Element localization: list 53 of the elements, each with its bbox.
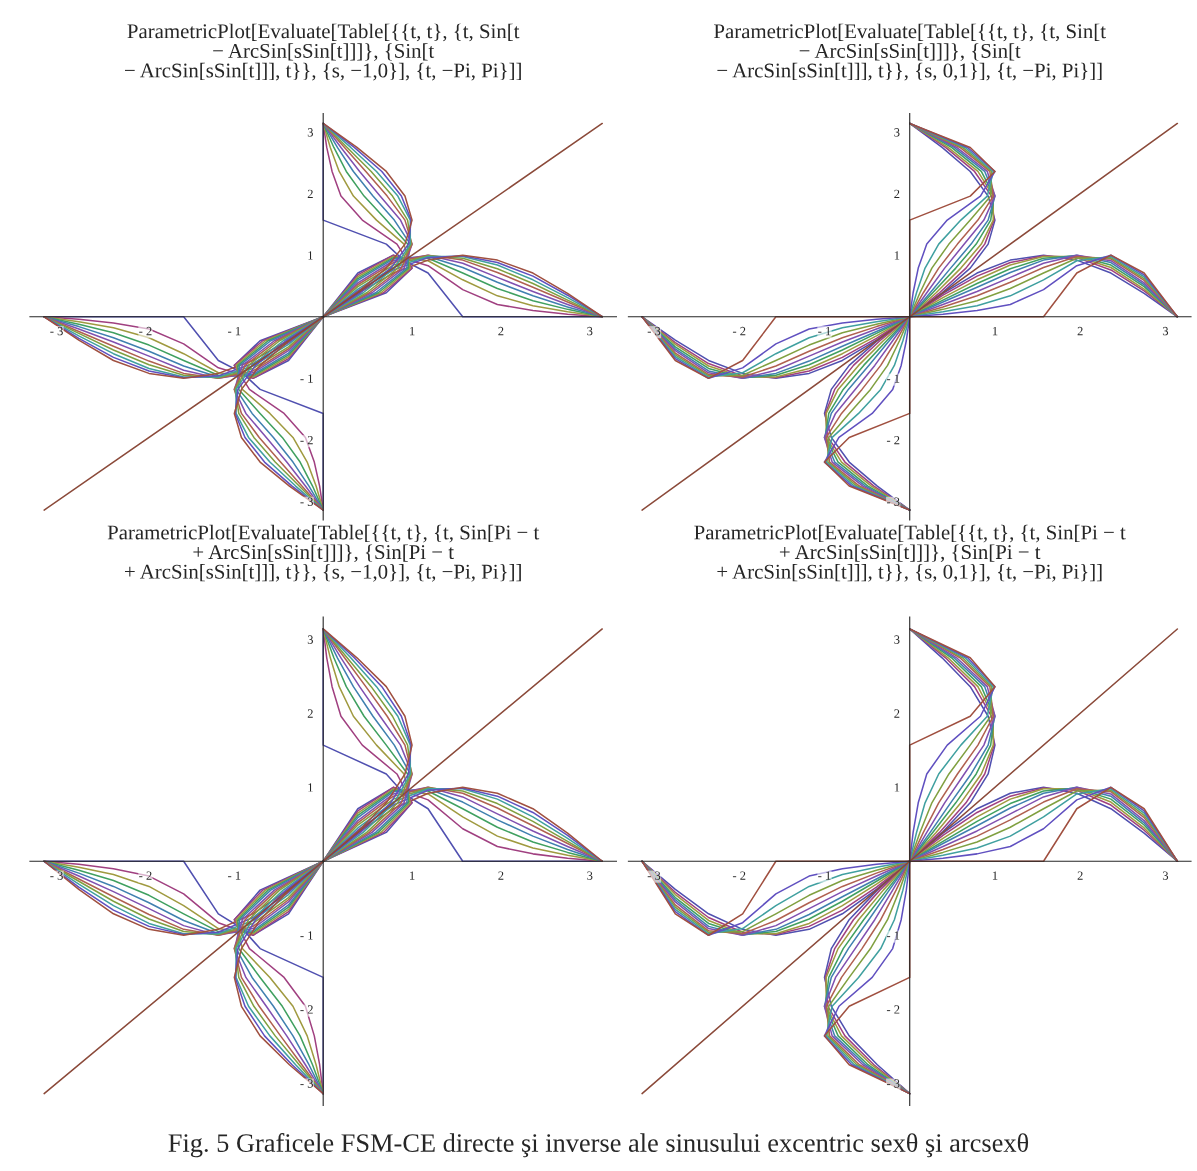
x-tick-label: 1 — [410, 326, 415, 336]
x-tick-label: 2 — [498, 871, 504, 880]
y-tick-label: - 3 — [886, 1079, 900, 1088]
y-tick-label: 1 — [308, 251, 313, 260]
x-tick-label: - 2 — [732, 326, 746, 336]
y-tick-label: 2 — [894, 189, 900, 198]
y-tick-label: - 2 — [886, 435, 900, 445]
caption: Fig. 5 Graficele FSM-CE directe şi inverse ale sinusului excentric sexθ şi arcsexθ — [168, 1133, 1029, 1158]
y-tick-label: - 2 — [300, 435, 313, 445]
x-tick-label: - 2 — [139, 871, 152, 880]
x-tick-label: - 3 — [50, 326, 63, 336]
y-tick-label: - 1 — [886, 374, 900, 383]
x-tick-label: - 1 — [818, 871, 831, 880]
y-tick-label: 1 — [894, 251, 900, 260]
x-tick-label: 3 — [1162, 871, 1169, 880]
chart-title: ParametricPlot[Evaluate[Table[{{t, t}, {t, Sin[t − ArcSin[sSin[t]]]}, {Sin[t − ArcSin[sSin[t]]], t}}, {s, −1,0}], {t, −Pi, Pi}]] — [124, 23, 521, 81]
x-tick-label: - 3 — [50, 871, 63, 880]
y-tick-label: 3 — [894, 635, 900, 644]
y-tick-label: 2 — [307, 189, 313, 198]
x-tick-label: - 2 — [732, 871, 746, 880]
y-tick-label: - 1 — [300, 374, 313, 383]
x-tick-label: 3 — [1162, 326, 1169, 336]
x-tick-label: 1 — [992, 871, 998, 880]
chart-title: ParametricPlot[Evaluate[Table[{{t, t}, {t, Sin[Pi − t + ArcSin[sSin[t]]]}, {Sin[Pi − t + ArcSin[sSin[t]]], t}}, {s, −1,0}], {t, −Pi, Pi}]] — [107, 524, 540, 582]
y-tick-label: - 3 — [300, 1079, 313, 1088]
x-tick-label: - 3 — [647, 871, 661, 880]
y-tick-label: - 2 — [300, 1005, 313, 1014]
x-tick-label: 2 — [1077, 871, 1083, 880]
y-tick-label: - 3 — [300, 497, 313, 506]
x-tick-label: - 1 — [818, 326, 831, 336]
x-tick-label: 1 — [410, 871, 415, 880]
y-tick-label: 3 — [894, 128, 900, 137]
x-tick-label: 2 — [498, 326, 504, 336]
y-tick-label: - 2 — [886, 1005, 900, 1014]
y-tick-label: - 3 — [886, 497, 900, 506]
chart-title: ParametricPlot[Evaluate[Table[{{t, t}, {t, Sin[t − ArcSin[sSin[t]]]}, {Sin[t − ArcSin[sSin[t]]], t}}, {s, 0,1}], {t, −Pi, Pi}]] — [714, 23, 1106, 81]
x-tick-label: - 3 — [647, 326, 661, 336]
y-tick-label: 2 — [894, 709, 900, 718]
x-tick-label: - 1 — [228, 871, 241, 880]
y-tick-label: 1 — [894, 783, 900, 792]
y-tick-label: 3 — [307, 635, 313, 644]
x-tick-label: 2 — [1077, 326, 1083, 336]
y-tick-label: 2 — [307, 709, 313, 718]
y-tick-label: 1 — [308, 783, 313, 792]
x-tick-label: 1 — [992, 326, 998, 336]
y-tick-label: - 1 — [886, 931, 900, 940]
x-tick-label: - 2 — [139, 326, 152, 336]
x-tick-label: 3 — [587, 871, 593, 880]
y-tick-label: 3 — [307, 128, 313, 137]
y-tick-label: - 1 — [300, 931, 313, 940]
x-tick-label: - 1 — [228, 326, 241, 336]
chart-title: ParametricPlot[Evaluate[Table[{{t, t}, {t, Sin[Pi − t + ArcSin[sSin[t]]]}, {Sin[Pi − t + ArcSin[sSin[t]]], t}}, {s, 0,1}], {t, −Pi, Pi}]] — [694, 524, 1126, 582]
x-tick-label: 3 — [587, 326, 593, 336]
